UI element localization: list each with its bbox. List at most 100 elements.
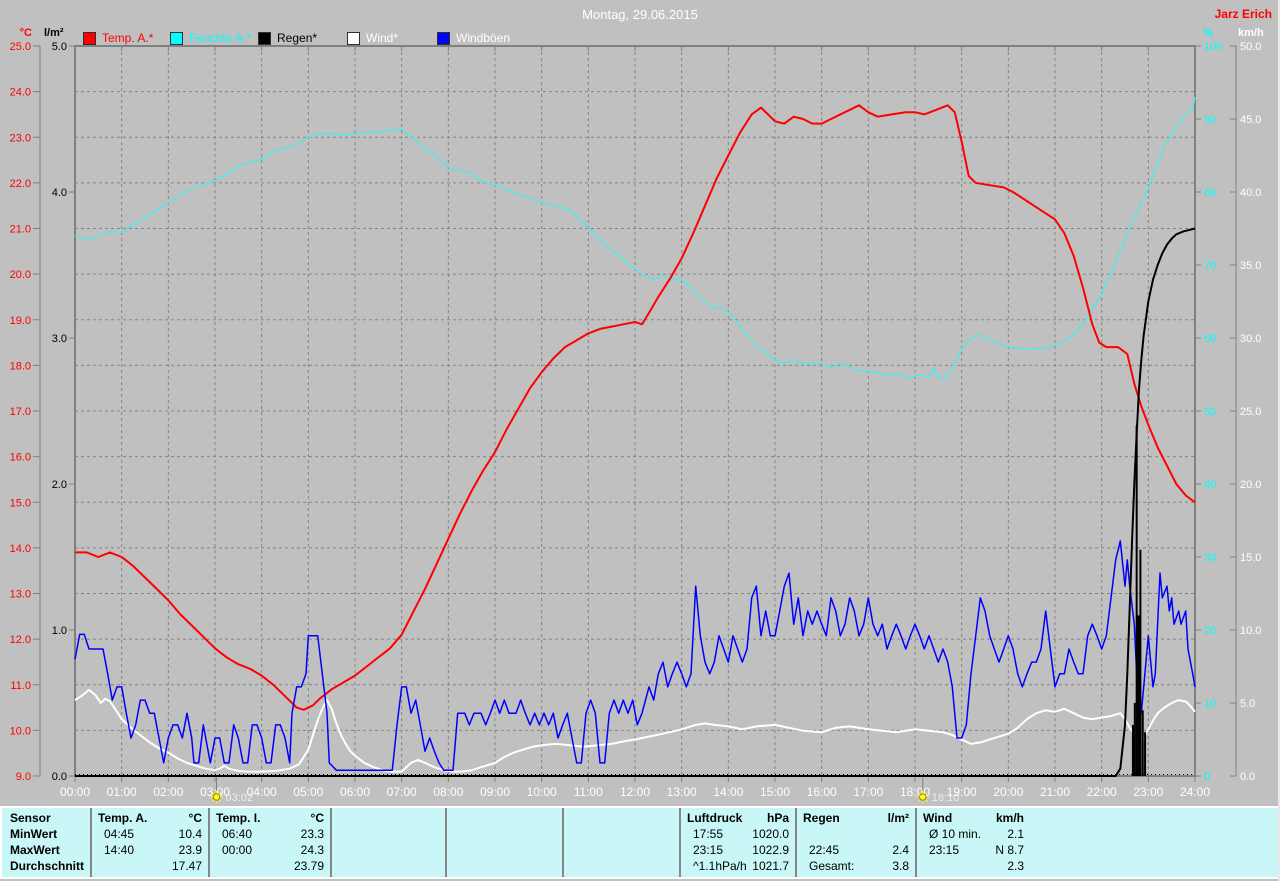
legend-swatch-icon [258, 31, 271, 45]
table-cell: 00:00 [222, 843, 253, 857]
legend-item-3: Wind* [347, 31, 398, 45]
axis-label: 20.0 [10, 269, 31, 281]
page-title: Montag, 29.06.2015 [582, 7, 698, 22]
legend-swatch-icon [347, 31, 360, 45]
axis-label: 20:00 [993, 785, 1023, 799]
table-cell: 24.3 [300, 843, 324, 857]
axis-label: 22.0 [10, 178, 31, 190]
table-cell: Wind [923, 811, 953, 825]
table-cell: 23:15 [693, 843, 724, 857]
axis-label: 3.0 [52, 333, 67, 345]
axis-label: 23:00 [1133, 785, 1163, 799]
axis-label: 24.0 [10, 87, 31, 99]
axis-label: 15.0 [1240, 552, 1261, 564]
legend: Temp. A.* Feuchte A.* Regen* Wind* Windböen [0, 0, 1280, 46]
legend-label: Windböen [456, 31, 511, 45]
series-regen [75, 227, 1196, 777]
table-separator [562, 808, 564, 877]
table-cell: 14:40 [104, 843, 135, 857]
rain-axis-title: l/m² [44, 27, 64, 39]
table-cell: 04:45 [104, 827, 135, 841]
table-cell: 1022.9 [752, 843, 789, 857]
table-cell: 23.9 [178, 843, 202, 857]
axis-label: 00:00 [60, 785, 90, 799]
axis-label: 25.0 [10, 41, 31, 53]
legend-label: Feuchte A.* [189, 31, 252, 45]
axis-label: 50.0 [1240, 41, 1261, 53]
axis-label: 04:00 [247, 785, 277, 799]
axis-label: 40 [1204, 479, 1216, 491]
legend-swatch-icon [83, 31, 96, 45]
axis-label: 5.0 [1240, 698, 1255, 710]
axis-label: 13:00 [667, 785, 697, 799]
axis-label: 01:00 [107, 785, 137, 799]
axis-label: 0.0 [52, 771, 67, 783]
axis-label: 9.0 [16, 771, 31, 783]
axis-label: 15.0 [10, 497, 31, 509]
series-tempa [75, 104, 1196, 711]
legend-item-1: Feuchte A.* [170, 31, 251, 45]
axis-label: 11.0 [10, 680, 31, 692]
axis-label: 35.0 [1240, 260, 1261, 272]
series-feuchtea [74, 96, 1196, 379]
legend-item-4: Windböen [437, 31, 510, 45]
axis-label: 08:00 [433, 785, 463, 799]
axis-label: 20.0 [1240, 479, 1261, 491]
table-cell: MaxWert [10, 843, 60, 857]
legend-item-0: Temp. A.* [83, 31, 153, 45]
axis-label: 25.0 [1240, 406, 1261, 418]
axis-label: 0 [1204, 771, 1210, 783]
axis-label: 07:00 [387, 785, 417, 799]
axis-label: 10.0 [1240, 625, 1261, 637]
axis-label: 40.0 [1240, 187, 1261, 199]
axis-label: 2.0 [52, 479, 67, 491]
axis-label: 03:00 [200, 785, 230, 799]
axis-label: 02:00 [153, 785, 183, 799]
axis-label: 17.0 [10, 406, 31, 418]
table-cell: 1020.0 [752, 827, 789, 841]
legend-item-2: Regen* [258, 31, 317, 45]
axis-label: 90 [1204, 114, 1216, 126]
table-cell: l/m² [887, 811, 909, 825]
table-cell: 22:45 [809, 843, 840, 857]
axis-label: 12.0 [10, 634, 31, 646]
axis-label: 14.0 [10, 543, 31, 555]
axis-label: 24:00 [1180, 785, 1210, 799]
sunrise-icon [212, 793, 221, 801]
table-cell: 17:55 [693, 827, 724, 841]
axis-label: 11:00 [574, 785, 603, 799]
table-cell: Temp. A. [98, 811, 148, 825]
axis-label: 09:00 [480, 785, 510, 799]
table-cell: Regen [803, 811, 840, 825]
legend-label: Temp. A.* [102, 31, 154, 45]
series-wind [74, 688, 1196, 773]
table-cell: 23.3 [300, 827, 324, 841]
axis-label: 19:00 [947, 785, 977, 799]
user-name: Jarz Erich [1214, 7, 1272, 21]
axis-label: 18:10 [932, 792, 960, 804]
window-edge [1278, 0, 1280, 881]
table-cell: hPa [766, 811, 789, 825]
axis-label: 30.0 [1240, 333, 1261, 345]
table-cell: 23.79 [293, 859, 324, 873]
table-separator [208, 808, 210, 877]
axis-label: 60 [1204, 333, 1216, 345]
axis-label: 10.0 [10, 725, 31, 737]
table-cell: km/h [995, 811, 1024, 825]
table-separator [330, 808, 332, 877]
humidity-axis-title: % [1203, 27, 1213, 39]
sunset-icon [919, 793, 927, 801]
chart-plot-area[interactable]: 00:00 01:00 02:00 03:00 04:00 05:00 06:00 07:00… [0, 0, 1280, 808]
axis-label: 17:00 [853, 785, 883, 799]
axis-label: 80 [1204, 187, 1216, 199]
table-separator [90, 808, 92, 877]
table-cell: 17.47 [171, 859, 202, 873]
wind-axis-title: km/h [1238, 27, 1264, 39]
table-cell: N 8.7 [995, 843, 1024, 857]
table-cell: Luftdruck [687, 811, 743, 825]
table-cell: 1021.7 [752, 859, 789, 873]
table-cell: °C [310, 811, 324, 825]
axis-label: 22:00 [1087, 785, 1117, 799]
legend-label: Wind* [366, 31, 399, 45]
